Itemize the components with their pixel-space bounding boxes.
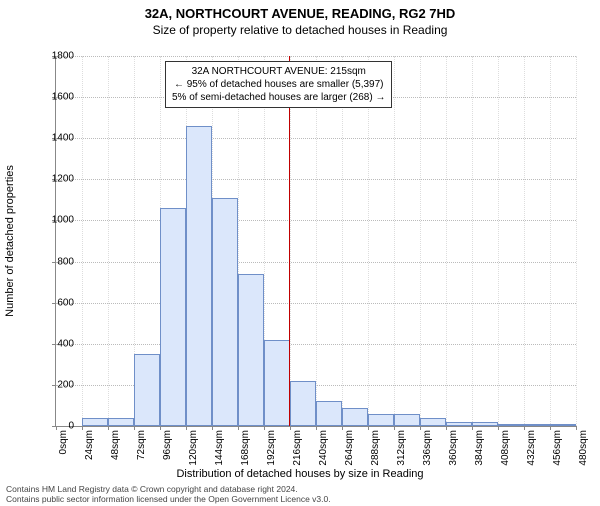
gridline-v [290, 56, 291, 426]
histogram-bar [550, 424, 576, 426]
x-tick-label: 288sqm [370, 430, 381, 466]
x-tick-label: 24sqm [84, 430, 95, 460]
x-tick [576, 426, 577, 430]
gridline-v [550, 56, 551, 426]
histogram-bar [498, 424, 524, 426]
x-tick-label: 96sqm [162, 430, 173, 460]
y-tick-label: 1800 [34, 51, 74, 62]
x-tick-label: 432sqm [526, 430, 537, 466]
annotation-line2: ← 95% of detached houses are smaller (5,… [172, 78, 385, 91]
y-tick-label: 1200 [34, 174, 74, 185]
x-tick [82, 426, 83, 430]
x-tick [264, 426, 265, 430]
annotation-line3: 5% of semi-detached houses are larger (2… [172, 91, 385, 104]
x-tick [498, 426, 499, 430]
x-tick-label: 240sqm [318, 430, 329, 466]
y-tick-label: 800 [34, 256, 74, 267]
footer-attribution: Contains HM Land Registry data © Crown c… [6, 484, 594, 504]
histogram-bar [160, 208, 186, 426]
x-tick [316, 426, 317, 430]
gridline-v [108, 56, 109, 426]
x-tick-label: 144sqm [214, 430, 225, 466]
x-tick-label: 192sqm [266, 430, 277, 466]
x-tick-label: 120sqm [188, 430, 199, 466]
y-tick-label: 200 [34, 379, 74, 390]
footer-line2: Contains public sector information licen… [6, 494, 594, 504]
x-tick [420, 426, 421, 430]
x-tick-label: 456sqm [552, 430, 563, 466]
x-tick-label: 48sqm [110, 430, 121, 460]
gridline-v [420, 56, 421, 426]
histogram-bar [264, 340, 290, 426]
x-tick-label: 312sqm [396, 430, 407, 466]
x-tick-label: 480sqm [578, 430, 589, 466]
x-tick-label: 336sqm [422, 430, 433, 466]
x-tick-label: 360sqm [448, 430, 459, 466]
x-tick-label: 384sqm [474, 430, 485, 466]
gridline-v [576, 56, 577, 426]
chart-title-sub: Size of property relative to detached ho… [0, 23, 600, 37]
x-tick-label: 264sqm [344, 430, 355, 466]
histogram-bar [394, 414, 420, 426]
x-tick [238, 426, 239, 430]
histogram-bar [212, 198, 238, 426]
x-tick [368, 426, 369, 430]
x-tick [290, 426, 291, 430]
y-tick-label: 400 [34, 338, 74, 349]
y-tick-label: 1000 [34, 215, 74, 226]
x-tick-label: 0sqm [58, 430, 69, 454]
histogram-bar [368, 414, 394, 426]
annotation-line1: 32A NORTHCOURT AVENUE: 215sqm [172, 65, 385, 78]
x-axis-label: Distribution of detached houses by size … [0, 468, 600, 480]
histogram-bar [316, 401, 342, 426]
x-tick-label: 72sqm [136, 430, 147, 460]
y-tick-label: 1400 [34, 133, 74, 144]
gridline-v [368, 56, 369, 426]
gridline-v [316, 56, 317, 426]
x-tick [108, 426, 109, 430]
x-tick [394, 426, 395, 430]
gridline-v [82, 56, 83, 426]
histogram-bar [108, 418, 134, 426]
y-axis-label: Number of detached properties [4, 165, 16, 317]
x-tick-label: 408sqm [500, 430, 511, 466]
histogram-bar [420, 418, 446, 426]
annotation-box: 32A NORTHCOURT AVENUE: 215sqm ← 95% of d… [165, 61, 392, 108]
histogram-bar [524, 424, 550, 426]
x-tick [186, 426, 187, 430]
x-tick [472, 426, 473, 430]
footer-line1: Contains HM Land Registry data © Crown c… [6, 484, 594, 494]
x-tick [134, 426, 135, 430]
x-tick [550, 426, 551, 430]
histogram-bar [134, 354, 160, 426]
histogram-bar [290, 381, 316, 426]
x-tick-label: 216sqm [292, 430, 303, 466]
x-tick [342, 426, 343, 430]
histogram-bar [446, 422, 472, 426]
y-tick-label: 600 [34, 297, 74, 308]
histogram-bar [342, 408, 368, 427]
x-tick-label: 168sqm [240, 430, 251, 466]
reference-line [289, 56, 290, 426]
histogram-bar [186, 126, 212, 426]
histogram-bar [82, 418, 108, 426]
gridline-v [446, 56, 447, 426]
chart-title-main: 32A, NORTHCOURT AVENUE, READING, RG2 7HD [0, 6, 600, 21]
x-tick [160, 426, 161, 430]
chart-plot-area: 32A NORTHCOURT AVENUE: 215sqm ← 95% of d… [55, 56, 575, 426]
histogram-bar [238, 274, 264, 426]
gridline-v [342, 56, 343, 426]
y-tick-label: 1600 [34, 92, 74, 103]
x-tick [446, 426, 447, 430]
histogram-bar [472, 422, 498, 426]
gridline-v [498, 56, 499, 426]
x-tick [524, 426, 525, 430]
gridline-v [472, 56, 473, 426]
gridline-v [524, 56, 525, 426]
x-tick [212, 426, 213, 430]
gridline-v [394, 56, 395, 426]
